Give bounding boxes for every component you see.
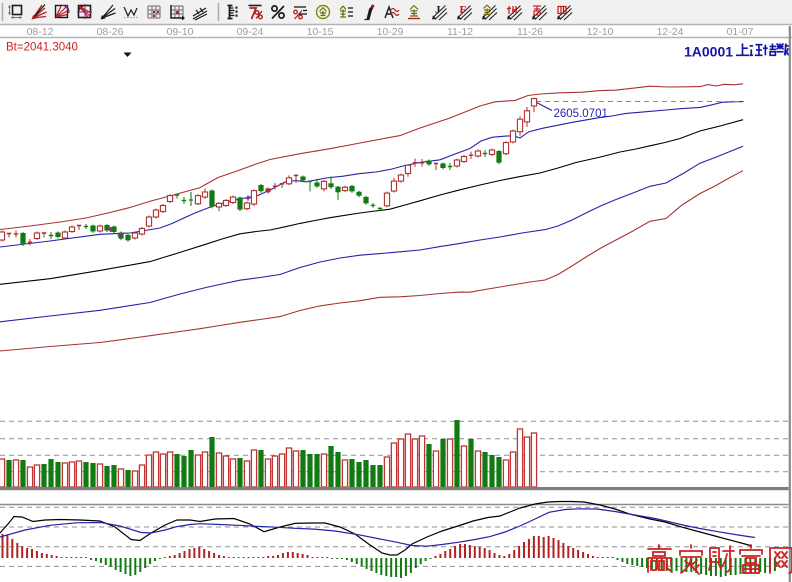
svg-text:10-15: 10-15 bbox=[307, 26, 334, 38]
svg-text:09-24: 09-24 bbox=[237, 26, 264, 38]
svg-text:J: J bbox=[435, 4, 441, 16]
svg-text:01-07: 01-07 bbox=[727, 26, 754, 38]
svg-text:10-29: 10-29 bbox=[377, 26, 404, 38]
svg-text:09-10: 09-10 bbox=[167, 26, 194, 38]
svg-text:1A0001: 1A0001 bbox=[684, 44, 733, 60]
svg-text:Bt=2041.3040: Bt=2041.3040 bbox=[6, 42, 78, 54]
svg-text:11-12: 11-12 bbox=[447, 26, 473, 38]
svg-text:11-26: 11-26 bbox=[517, 26, 543, 38]
svg-text:12-10: 12-10 bbox=[587, 26, 614, 38]
svg-text:F: F bbox=[460, 4, 467, 16]
svg-text:12-24: 12-24 bbox=[657, 26, 684, 38]
svg-text:2605.0701: 2605.0701 bbox=[554, 108, 608, 120]
svg-text:08-12: 08-12 bbox=[27, 26, 54, 38]
svg-text:08-26: 08-26 bbox=[97, 26, 124, 38]
